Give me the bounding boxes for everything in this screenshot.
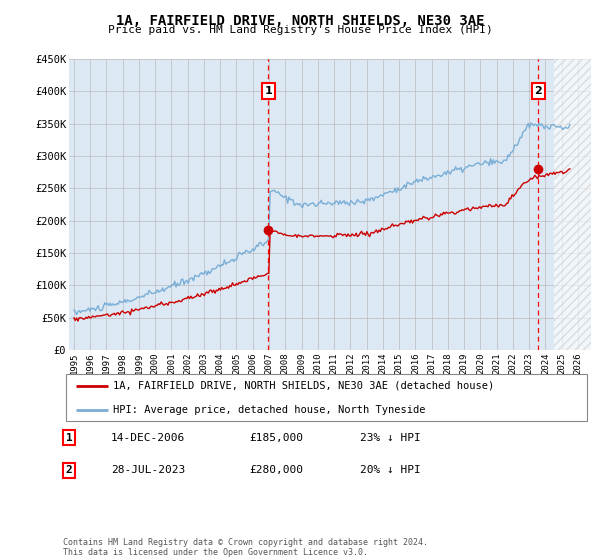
Text: 1A, FAIRFIELD DRIVE, NORTH SHIELDS, NE30 3AE (detached house): 1A, FAIRFIELD DRIVE, NORTH SHIELDS, NE30… bbox=[113, 380, 494, 390]
Text: 14-DEC-2006: 14-DEC-2006 bbox=[111, 433, 185, 443]
Text: HPI: Average price, detached house, North Tyneside: HPI: Average price, detached house, Nort… bbox=[113, 405, 425, 415]
Text: 28-JUL-2023: 28-JUL-2023 bbox=[111, 465, 185, 475]
Text: £280,000: £280,000 bbox=[249, 465, 303, 475]
Text: £185,000: £185,000 bbox=[249, 433, 303, 443]
Text: Price paid vs. HM Land Registry's House Price Index (HPI): Price paid vs. HM Land Registry's House … bbox=[107, 25, 493, 35]
Text: Contains HM Land Registry data © Crown copyright and database right 2024.
This d: Contains HM Land Registry data © Crown c… bbox=[63, 538, 428, 557]
Text: 2: 2 bbox=[65, 465, 73, 475]
Text: 1: 1 bbox=[265, 86, 272, 96]
Bar bbox=[554, 59, 591, 350]
Text: 20% ↓ HPI: 20% ↓ HPI bbox=[360, 465, 421, 475]
Text: 1: 1 bbox=[65, 433, 73, 443]
Text: 23% ↓ HPI: 23% ↓ HPI bbox=[360, 433, 421, 443]
Text: 1A, FAIRFIELD DRIVE, NORTH SHIELDS, NE30 3AE: 1A, FAIRFIELD DRIVE, NORTH SHIELDS, NE30… bbox=[116, 14, 484, 28]
Text: 2: 2 bbox=[535, 86, 542, 96]
FancyBboxPatch shape bbox=[65, 375, 587, 421]
